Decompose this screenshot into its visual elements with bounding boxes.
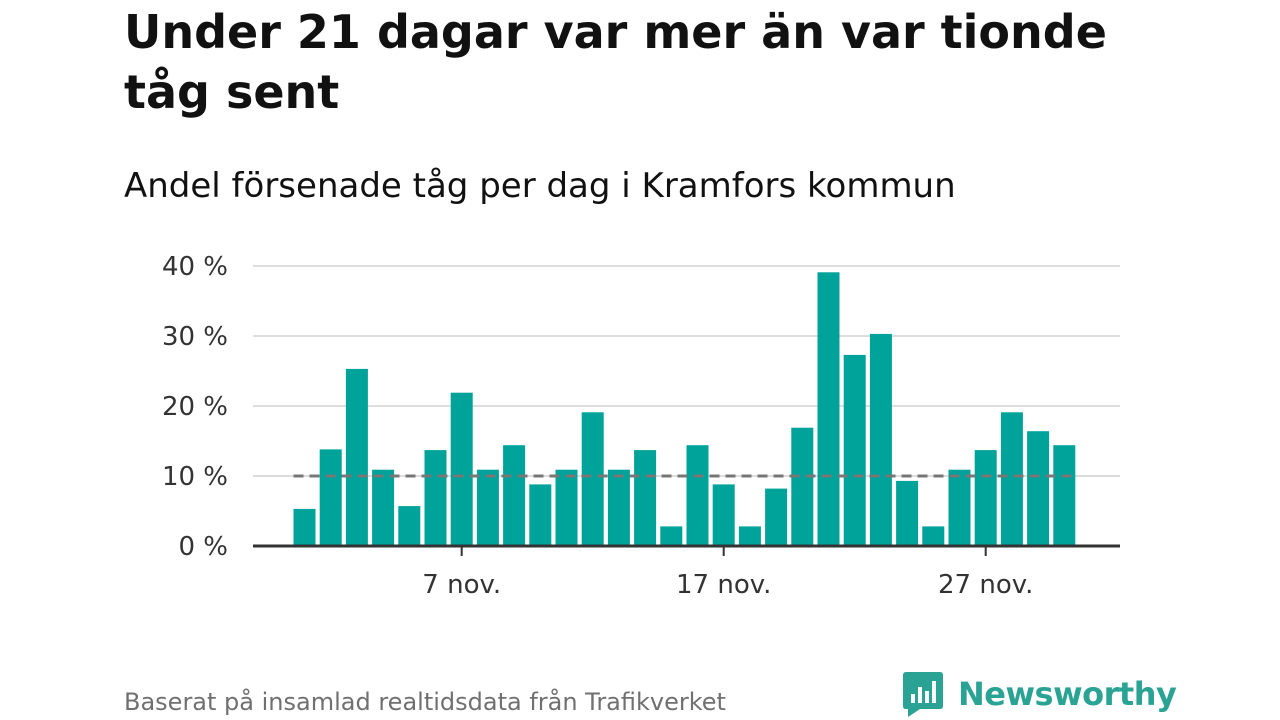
bar <box>634 450 657 546</box>
bar <box>948 469 971 546</box>
y-tick-label: 10 % <box>162 462 228 492</box>
bar <box>581 412 604 546</box>
chart-subtitle: Andel försenade tåg per dag i Kramfors k… <box>124 166 956 206</box>
bar <box>293 508 316 546</box>
bar <box>922 526 945 546</box>
bar <box>843 354 866 546</box>
bar <box>791 427 814 546</box>
chart-title: Under 21 dagar var mer än var tionde tåg… <box>124 5 1107 119</box>
y-tick-label: 30 % <box>162 322 228 352</box>
bar <box>529 484 552 546</box>
bar <box>738 526 761 546</box>
bar <box>424 450 447 546</box>
bar <box>372 469 395 546</box>
bar <box>345 368 368 546</box>
bar <box>686 445 709 546</box>
bar <box>555 469 578 546</box>
bar <box>712 484 735 546</box>
bar <box>896 480 919 546</box>
bar <box>476 469 499 546</box>
x-tick-label: 7 nov. <box>422 570 501 600</box>
bar <box>607 469 630 546</box>
bar <box>1000 412 1023 546</box>
bar <box>974 450 997 546</box>
bar <box>869 333 892 546</box>
brand-name: Newsworthy <box>958 675 1177 713</box>
source-note: Baserat på insamlad realtidsdata från Tr… <box>124 688 726 716</box>
bar <box>450 392 473 546</box>
x-tick-label: 27 nov. <box>938 570 1033 600</box>
bar <box>503 445 526 546</box>
bar <box>1027 431 1050 546</box>
y-tick-label: 40 % <box>162 252 228 282</box>
bar <box>398 506 421 546</box>
newsworthy-logo-icon <box>903 672 943 717</box>
y-tick-label: 20 % <box>162 392 228 422</box>
bar <box>1053 445 1076 546</box>
bar <box>765 488 788 546</box>
brand-logo: Newsworthy <box>902 670 1177 718</box>
bar <box>817 272 840 546</box>
bar <box>319 449 342 546</box>
y-tick-label: 0 % <box>178 532 228 562</box>
bar <box>660 526 683 546</box>
x-tick-label: 17 nov. <box>676 570 771 600</box>
